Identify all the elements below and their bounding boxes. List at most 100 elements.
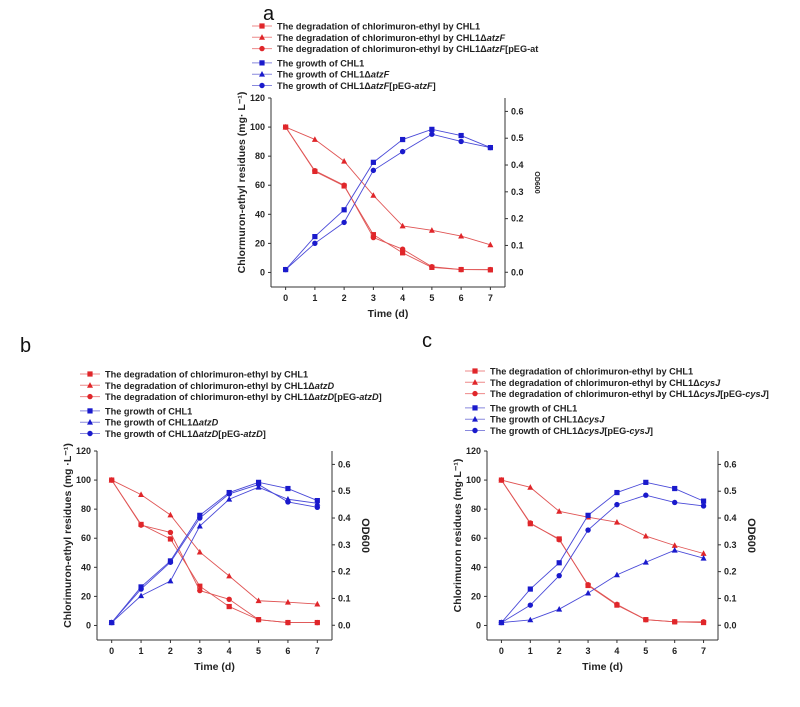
legend-label: The growth of CHL1 xyxy=(105,406,192,416)
x-tick-label: 4 xyxy=(614,646,619,656)
series xyxy=(283,126,493,273)
data-point xyxy=(585,512,591,518)
y-right-tick-label: 0.5 xyxy=(724,486,737,496)
data-point xyxy=(282,266,289,273)
x-tick-label: 7 xyxy=(701,646,706,656)
data-point xyxy=(167,529,174,536)
data-point xyxy=(167,577,174,584)
series-line xyxy=(501,549,704,624)
data-point xyxy=(138,491,145,498)
y-axis-label: Chlorimuron residues (mg·L⁻¹) xyxy=(452,459,464,613)
data-point xyxy=(138,592,145,599)
data-point xyxy=(498,619,505,626)
data-point xyxy=(341,182,347,188)
legend-entry: The degradation of chlorimuron-ethyl by … xyxy=(465,367,693,377)
legend-entry: The growth of CHL1ΔatzF xyxy=(252,70,390,80)
legend-marker xyxy=(87,419,93,425)
legend-marker xyxy=(472,405,478,411)
legend-marker xyxy=(259,82,265,89)
data-point xyxy=(556,508,563,514)
x-tick-label: 7 xyxy=(488,293,493,303)
y-tick-label: 60 xyxy=(471,533,481,543)
panel-label: a xyxy=(263,3,275,25)
y-axis-right-label: OD600 xyxy=(533,171,540,193)
data-point xyxy=(458,132,464,139)
data-point xyxy=(282,124,289,130)
x-tick-label: 4 xyxy=(400,293,405,303)
data-point xyxy=(138,586,144,592)
y-tick-label: 0 xyxy=(260,267,265,277)
data-point xyxy=(556,605,563,612)
legend-label: The growth of CHL1ΔatzF[pEG-atzF] xyxy=(277,81,436,91)
data-point xyxy=(314,500,321,506)
y-right-tick-label: 0.4 xyxy=(338,513,351,523)
data-point xyxy=(255,616,262,623)
data-point xyxy=(643,616,649,623)
y-right-tick-label: 0.0 xyxy=(724,620,737,630)
data-point xyxy=(614,501,620,508)
y-tick-label: 0 xyxy=(476,620,481,630)
series xyxy=(283,124,493,273)
x-tick-label: 5 xyxy=(429,293,434,303)
legend-label: The degradation of chlorimuron-ethyl by … xyxy=(277,44,538,54)
x-tick-label: 2 xyxy=(342,293,347,303)
y-right-tick-label: 0.0 xyxy=(511,267,524,277)
data-point xyxy=(672,485,678,492)
y-right-tick-label: 0.3 xyxy=(338,540,351,550)
data-point xyxy=(370,234,377,241)
data-point xyxy=(527,602,534,608)
data-point xyxy=(197,583,203,589)
data-point xyxy=(556,536,562,543)
series-line xyxy=(501,494,704,623)
data-point xyxy=(312,167,318,174)
series-line xyxy=(501,479,704,623)
data-point xyxy=(314,504,321,510)
data-point xyxy=(585,527,591,533)
data-point xyxy=(255,597,262,604)
data-point xyxy=(643,479,649,485)
legend-marker xyxy=(472,379,478,385)
legend-marker xyxy=(87,371,93,377)
data-point xyxy=(399,246,406,252)
x-tick-label: 6 xyxy=(672,646,677,656)
y-tick-label: 80 xyxy=(255,151,265,161)
data-point xyxy=(671,499,678,506)
series xyxy=(282,123,494,248)
x-tick-label: 3 xyxy=(197,646,202,656)
series xyxy=(498,546,707,625)
data-point xyxy=(108,619,115,626)
y-tick-label: 120 xyxy=(250,93,265,103)
x-axis-label: Time (d) xyxy=(582,661,623,673)
data-point xyxy=(643,492,649,498)
legend-marker xyxy=(259,23,265,29)
y-right-tick-label: 0.6 xyxy=(338,459,351,469)
data-point xyxy=(700,498,707,504)
data-point xyxy=(700,619,707,625)
data-point xyxy=(167,536,174,542)
data-point xyxy=(400,136,406,143)
legend-marker xyxy=(87,430,93,437)
legend-entry: The growth of CHL1ΔatzD xyxy=(80,418,219,428)
series xyxy=(282,131,494,273)
legend-label: The degradation of chlorimuron-ethyl by … xyxy=(105,370,308,380)
data-point xyxy=(458,266,464,273)
data-point xyxy=(312,234,318,240)
y-right-tick-label: 0.4 xyxy=(724,513,737,523)
y-tick-label: 100 xyxy=(250,122,265,132)
y-right-tick-label: 0.2 xyxy=(724,567,737,577)
legend-entry: The degradation of chlorimuron-ethyl by … xyxy=(465,378,721,388)
legend-marker xyxy=(472,416,478,422)
series-line xyxy=(501,479,704,554)
data-point xyxy=(196,522,203,529)
series-line xyxy=(285,126,491,271)
x-tick-label: 2 xyxy=(557,646,562,656)
data-point xyxy=(487,241,494,248)
data-point xyxy=(429,126,435,132)
y-tick-label: 100 xyxy=(466,475,481,485)
series-line xyxy=(111,479,318,605)
x-tick-label: 2 xyxy=(168,646,173,656)
series-line xyxy=(285,128,491,270)
data-point xyxy=(614,601,620,608)
series-line xyxy=(285,126,491,271)
